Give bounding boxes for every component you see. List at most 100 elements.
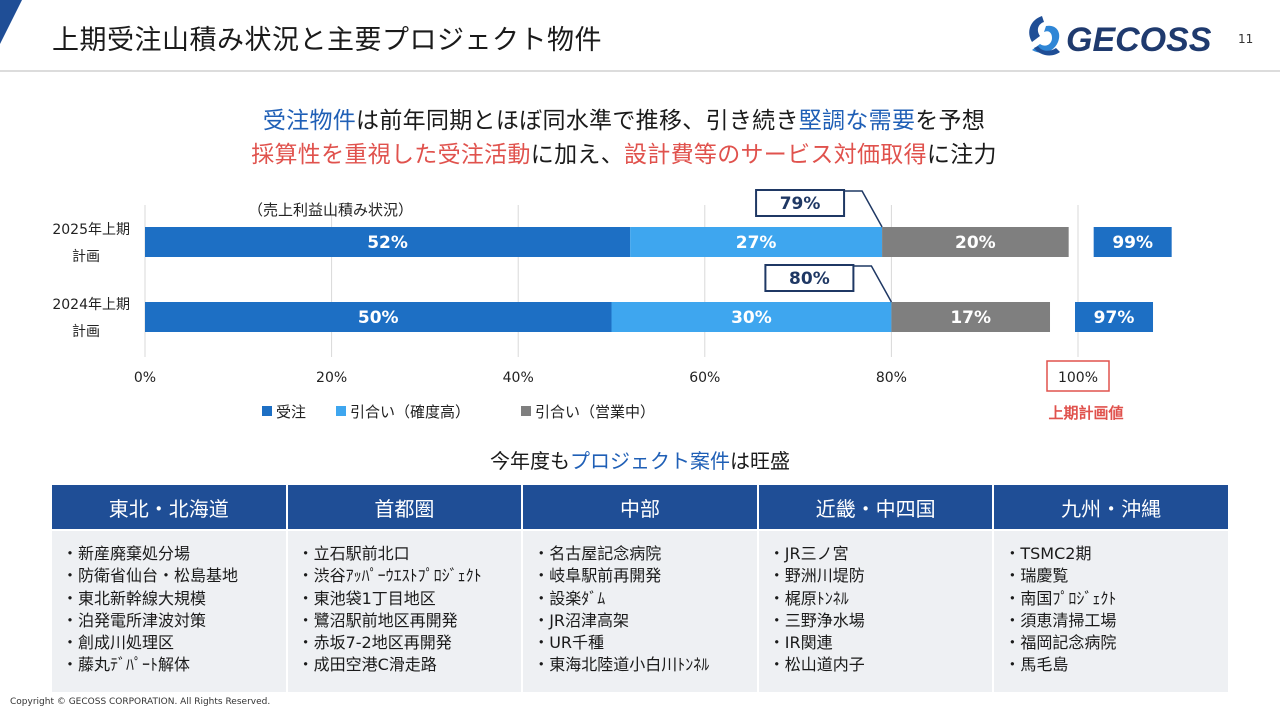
bar-segment (882, 227, 1069, 257)
plan-value-box (1046, 360, 1110, 392)
x-tick-label: 100% (1058, 370, 1098, 386)
legend-swatch (521, 406, 531, 416)
x-tick-label: 40% (503, 370, 534, 386)
project-item: ・TSMC2期 (1004, 544, 1092, 563)
legend-label: 引合い（確度高） (350, 402, 471, 421)
subtotal-callout-box (764, 264, 855, 292)
project-item: ・立石駅前北口 (297, 544, 410, 563)
legend-label: 受注 (276, 402, 307, 421)
logo-mark-icon (1029, 16, 1060, 56)
subtotal-callout-box (755, 189, 846, 217)
category-label: 2025年上期 (52, 222, 130, 238)
project-item: ・赤坂7-2地区再開発 (297, 633, 452, 653)
project-item: ・JR三ノ宮 (768, 544, 849, 563)
legend-item-sales: 引合い（営業中） (521, 401, 655, 421)
bar-data-label: 27% (736, 233, 777, 253)
region-column-chubu: 中部 ・名古屋記念病院 ・岐阜駅前再開発 ・設楽ﾀﾞﾑ ・JR沼津高架 ・UR千… (523, 485, 757, 692)
corner-accent (0, 0, 22, 44)
x-tick-label: 80% (876, 370, 907, 386)
subtotal-callout-label: 79% (780, 194, 821, 214)
region-project-list: ・JR三ノ宮 ・野洲川堤防 ・梶原ﾄﾝﾈﾙ ・三野浄水場 ・IR関連 ・松山道内… (758, 531, 993, 692)
project-item: ・名古屋記念病院 (533, 544, 662, 563)
chart-subtitle: （売上利益山積み状況） (248, 201, 413, 219)
headline-segment: を予想 (915, 108, 986, 134)
category-label: 計画 (72, 249, 100, 265)
project-item: ・東北新幹線大規模 (62, 588, 207, 608)
copyright-notice: Copyright © GECOSS CORPORATION. All Righ… (10, 697, 271, 707)
project-item: ・設楽ﾀﾞﾑ (533, 588, 606, 608)
region-header: 東北・北海道 (52, 485, 286, 529)
region-column-tohoku: 東北・北海道 ・新産廃棄処分場 ・防衛省仙台・松島基地 ・東北新幹線大規模 ・泊… (52, 485, 286, 692)
region-header: 近畿・中四国 (758, 485, 993, 529)
project-item: ・馬毛島 (1004, 655, 1069, 675)
headline-line-2: 採算性を重視した受注活動に加え、設計費等のサービス対価取得に注力 (0, 135, 1248, 169)
project-item: ・UR千種 (533, 633, 605, 653)
projects-title: 今年度もプロジェクト案件は旺盛 (0, 445, 1280, 474)
total-box (1075, 302, 1154, 332)
plan-value-label: 上期計画値 (1048, 404, 1124, 422)
bar-segment (611, 302, 892, 332)
headline-segment: に加え、 (530, 142, 624, 168)
headline-line-1: 受注物件は前年同期とほぼ同水準で推移、引き続き堅調な需要を予想 (0, 101, 1248, 135)
project-item: ・新産廃棄処分場 (62, 544, 191, 563)
project-item: ・藤丸ﾃﾞﾊﾟｰﾄ解体 (62, 655, 191, 675)
project-item: ・渋谷ｱｯﾊﾟｰｳｴｽﾄﾌﾟﾛｼﾞｪｸﾄ (297, 566, 482, 586)
project-item: ・南国ﾌﾟﾛｼﾞｪｸﾄ (1004, 588, 1117, 608)
headline-segment: に注力 (926, 142, 997, 168)
headline-segment: 採算性を重視した受注活動 (251, 142, 531, 168)
subtotal-callout-connector (853, 265, 893, 303)
project-item: ・成田空港C滑走路 (297, 655, 437, 675)
bar-data-label: 17% (950, 308, 991, 328)
project-item: ・東海北陸道小白川ﾄﾝﾈﾙ (533, 655, 710, 675)
bar-segment (145, 302, 612, 332)
gecoss-logo: GECOSS (1029, 16, 1212, 59)
region-column-kinki: 近畿・中四国 ・JR三ノ宮 ・野洲川堤防 ・梶原ﾄﾝﾈﾙ ・三野浄水場 ・IR関… (758, 485, 993, 692)
region-header: 中部 (523, 485, 757, 529)
page-number: 11 (1238, 32, 1254, 46)
bar-data-label: 30% (731, 308, 772, 328)
project-item: ・JR沼津高架 (533, 610, 630, 630)
project-item: ・福岡記念病院 (1004, 633, 1117, 653)
projects-title-segment: 今年度も (490, 449, 570, 473)
project-item: ・創成川処理区 (62, 633, 175, 653)
headline-segment: 受注物件 (262, 108, 357, 134)
title-divider (0, 70, 1280, 72)
project-item: ・梶原ﾄﾝﾈﾙ (768, 588, 849, 608)
region-project-list: ・新産廃棄処分場 ・防衛省仙台・松島基地 ・東北新幹線大規模 ・泊発電所津波対策… (52, 531, 286, 692)
region-project-list: ・TSMC2期 ・瑞慶覧 ・南国ﾌﾟﾛｼﾞｪｸﾄ ・須恵清掃工場 ・福岡記念病院… (994, 531, 1228, 692)
total-label: 99% (1112, 233, 1153, 253)
project-item: ・須恵清掃工場 (1004, 610, 1117, 630)
region-header: 九州・沖縄 (994, 485, 1228, 529)
bar-segment (891, 302, 1051, 332)
project-item: ・東池袋1丁目地区 (297, 588, 436, 608)
page-title: 上期受注山積み状況と主要プロジェクト物件 (52, 25, 602, 56)
project-item: ・野洲川堤防 (768, 566, 865, 586)
bar-segment (630, 227, 883, 257)
regional-projects-table: 東北・北海道 ・新産廃棄処分場 ・防衛省仙台・松島基地 ・東北新幹線大規模 ・泊… (52, 485, 1228, 692)
project-item: ・三野浄水場 (768, 610, 865, 630)
region-project-list: ・名古屋記念病院 ・岐阜駅前再開発 ・設楽ﾀﾞﾑ ・JR沼津高架 ・UR千種 ・… (523, 531, 757, 692)
total-box (1093, 227, 1172, 257)
projects-title-segment: は旺盛 (730, 449, 790, 473)
projects-title-segment: プロジェクト案件 (570, 449, 730, 473)
legend-item-high: 引合い（確度高） (336, 401, 470, 421)
x-tick-label: 20% (316, 370, 347, 386)
logo-text: GECOSS (1066, 21, 1212, 59)
bar-data-label: 20% (955, 233, 996, 253)
region-column-kyushu: 九州・沖縄 ・TSMC2期 ・瑞慶覧 ・南国ﾌﾟﾛｼﾞｪｸﾄ ・須恵清掃工場 ・… (994, 485, 1228, 692)
x-tick-label: 0% (134, 370, 156, 386)
project-item: ・鷺沼駅前地区再開発 (297, 610, 458, 630)
headline-segment: 堅調な需要 (798, 108, 916, 134)
project-item: ・泊発電所津波対策 (62, 610, 207, 630)
project-item: ・松山道内子 (768, 655, 865, 675)
project-item: ・防衛省仙台・松島基地 (62, 566, 239, 586)
legend-label: 引合い（営業中） (535, 402, 656, 421)
subtotal-callout-connector (844, 190, 883, 228)
project-item: ・岐阜駅前再開発 (533, 566, 662, 586)
region-project-list: ・立石駅前北口 ・渋谷ｱｯﾊﾟｰｳｴｽﾄﾌﾟﾛｼﾞｪｸﾄ ・東池袋1丁目地区 ・… (287, 531, 522, 692)
headline-segment: 設計費等のサービス対価取得 (624, 142, 927, 168)
category-label: 計画 (72, 324, 100, 340)
x-tick-label: 60% (689, 370, 720, 386)
bar-data-label: 52% (367, 233, 408, 253)
